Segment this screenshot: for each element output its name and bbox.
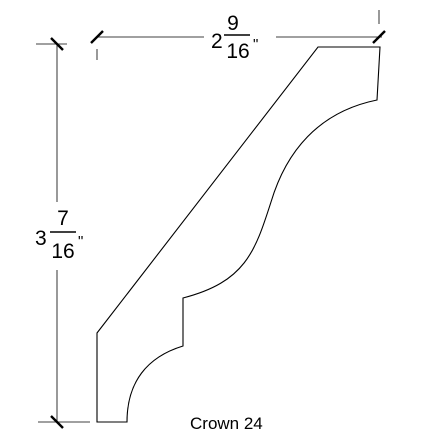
height-dimension-whole: 3 [35, 227, 47, 250]
width-tick-mark-right [372, 30, 386, 44]
height-tick-mark-bottom [50, 415, 64, 429]
width-dimension-denominator: 16 [226, 40, 249, 63]
height-dimension-denominator: 16 [51, 240, 74, 263]
height-dimension-unit: " [78, 233, 83, 250]
molding-profile-outline [96, 46, 381, 423]
height-dimension: 3 7 16 " [35, 37, 90, 429]
width-tick-mark-left [90, 30, 104, 44]
width-dimension-numerator: 9 [227, 12, 239, 35]
width-dimension-whole: 2 [211, 30, 223, 53]
width-dimension: 2 9 16 " [90, 10, 386, 63]
height-dimension-numerator: 7 [57, 207, 69, 230]
profile-name-label: Crown 24 [190, 414, 263, 433]
width-dimension-unit: " [253, 36, 258, 53]
height-tick-mark-top [50, 37, 64, 51]
